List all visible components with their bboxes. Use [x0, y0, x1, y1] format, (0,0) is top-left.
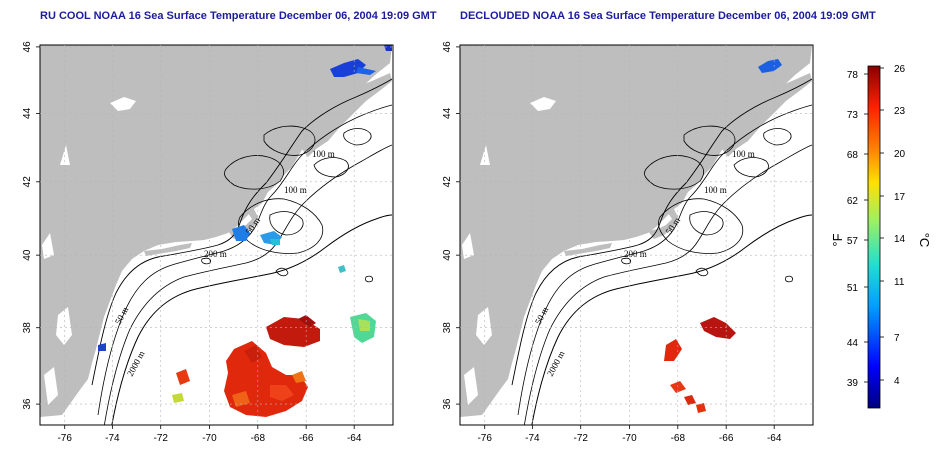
lon-tick-label: -74: [105, 433, 120, 444]
fahrenheit-tick-label: 62: [847, 196, 859, 207]
contour-label: 100 m: [704, 185, 727, 195]
lat-tick-label: 36: [442, 398, 453, 410]
lat-tick-label: 40: [442, 249, 453, 261]
lon-tick-label: -64: [767, 433, 782, 444]
contour-label: 100 m: [732, 149, 755, 159]
fahrenheit-tick-label: 51: [847, 283, 859, 294]
lat-tick-label: 42: [22, 176, 33, 188]
lon-tick-label: -70: [202, 433, 217, 444]
colorbar-ticks: 78 73 68 62 57 51 44 39 26 23 20 17 14 11 7 4: [847, 64, 906, 389]
contour-label: 100 m: [284, 185, 307, 195]
left-map-area: 100 m 100 m 50 m 200 m 50 m 2000 m: [40, 45, 393, 425]
left-map-panel: 100 m 100 m 50 m 200 m 50 m 2000 m: [39, 44, 394, 426]
lat-tick-label: 42: [442, 176, 453, 188]
lat-tick-label: 38: [442, 322, 453, 334]
lat-tick-label: 36: [22, 398, 33, 410]
left-map-frame: [39, 44, 394, 426]
lat-tick-label: 44: [442, 107, 453, 119]
fahrenheit-tick-label: 78: [847, 70, 859, 81]
sst-retrievals: [98, 45, 392, 417]
left-panel-title: RU COOL NOAA 16 Sea Surface Temperature …: [40, 10, 437, 22]
lat-tick-label: 46: [442, 41, 453, 53]
celsius-tick-label: 17: [894, 192, 906, 203]
contour-label: 100 m: [312, 149, 335, 159]
right-panel-title: DECLOUDED NOAA 16 Sea Surface Temperatur…: [460, 10, 876, 22]
lat-tick-label: 40: [22, 249, 33, 261]
celsius-tick-label: 7: [894, 333, 900, 344]
celsius-tick-label: 26: [894, 64, 906, 75]
celsius-tick-label: 14: [894, 234, 906, 245]
fahrenheit-tick-label: 44: [847, 338, 859, 349]
colorbar: [867, 65, 881, 409]
lon-tick-label: -64: [347, 433, 362, 444]
right-map-area: 100 m 100 m 50 m 200 m 50 m 2000 m: [460, 45, 813, 425]
lon-tick-label: -70: [622, 433, 637, 444]
celsius-tick-label: 23: [894, 106, 906, 117]
fahrenheit-unit: °F: [830, 233, 845, 246]
right-map-frame: [459, 44, 814, 426]
lat-tick-label: 46: [22, 41, 33, 53]
lat-tick-label: 38: [22, 322, 33, 334]
sst-retrievals: [664, 59, 782, 413]
celsius-tick-label: 4: [894, 376, 900, 387]
lon-tick-label: -66: [719, 433, 734, 444]
fahrenheit-tick-label: 57: [847, 236, 859, 247]
contour-label: 200 m: [204, 249, 227, 259]
lon-tick-label: -72: [573, 433, 588, 444]
lon-tick-label: -68: [671, 433, 686, 444]
celsius-tick-label: 20: [894, 149, 906, 160]
lon-tick-label: -76: [477, 433, 492, 444]
axis-ticks: -76 -74 -72 -70 -68 -66 -64 36 38 40 42 44 46 -76 -74 -…: [22, 41, 813, 444]
lon-tick-label: -74: [525, 433, 540, 444]
lon-tick-label: -72: [153, 433, 168, 444]
lat-tick-label: 44: [22, 107, 33, 119]
lon-tick-label: -68: [251, 433, 266, 444]
celsius-tick-label: 11: [894, 277, 905, 288]
fahrenheit-tick-label: 68: [847, 150, 859, 161]
lon-tick-label: -76: [57, 433, 72, 444]
contour-label: 200 m: [624, 249, 647, 259]
celsius-unit: °C: [917, 233, 932, 248]
right-map-panel: 100 m 100 m 50 m 200 m 50 m 2000 m: [459, 44, 814, 426]
fahrenheit-tick-label: 39: [847, 378, 859, 389]
lon-tick-label: -66: [299, 433, 314, 444]
fahrenheit-tick-label: 73: [847, 110, 859, 121]
